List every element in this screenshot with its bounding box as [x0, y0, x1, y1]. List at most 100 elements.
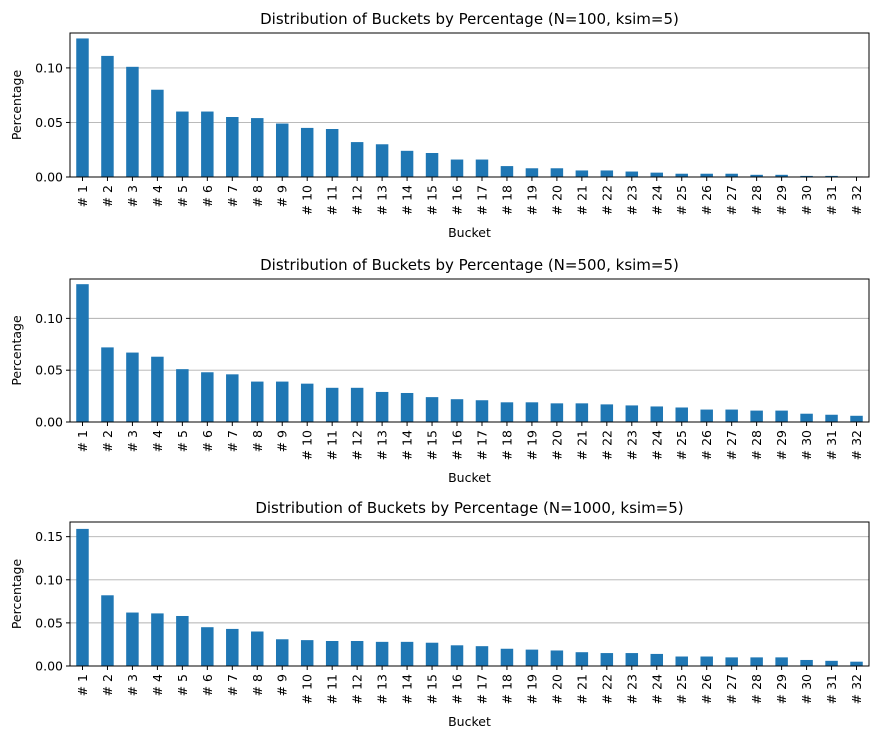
x-tick-label: # 4 [150, 185, 165, 207]
bar-27 [725, 409, 738, 422]
x-tick-label: # 18 [499, 430, 514, 460]
x-tick-label: # 7 [225, 430, 240, 452]
bar-15 [425, 153, 439, 177]
plot-frame [69, 32, 870, 178]
x-tick-label: # 11 [325, 185, 340, 215]
bar-20 [550, 168, 564, 177]
bar-5 [176, 369, 189, 422]
bar-32 [850, 661, 863, 666]
x-tick-label: # 24 [649, 430, 664, 460]
x-tick-label: # 21 [574, 430, 589, 460]
bar-14 [400, 641, 414, 666]
x-tick-label: # 5 [175, 430, 190, 452]
bar-29 [775, 657, 788, 666]
bar-11 [325, 387, 339, 422]
x-tick-label: # 5 [175, 674, 190, 696]
x-tick-label: # 22 [599, 430, 614, 460]
x-tick-label: # 31 [824, 674, 839, 704]
x-tick-label: # 27 [724, 185, 739, 215]
x-axis-label: Bucket [448, 225, 491, 240]
bar-18 [500, 166, 514, 177]
x-tick-label: # 10 [300, 674, 315, 704]
bar-4 [151, 613, 164, 666]
y-axis-label: Percentage [9, 70, 24, 141]
bar-25 [675, 656, 688, 666]
bar-10 [300, 640, 314, 666]
x-tick-label: # 2 [100, 185, 115, 207]
x-tick-label: # 14 [400, 185, 415, 215]
bar-2 [101, 595, 114, 666]
x-tick-label: # 19 [524, 430, 539, 460]
x-tick-label: # 22 [599, 674, 614, 704]
bar-21 [575, 170, 589, 177]
bar-29 [775, 174, 788, 177]
x-tick-label: # 7 [225, 185, 240, 207]
x-tick-label: # 6 [200, 430, 215, 452]
bar-31 [825, 414, 838, 422]
bar-1 [76, 528, 89, 666]
x-tick-label: # 23 [624, 185, 639, 215]
bar-10 [300, 383, 314, 422]
x-tick-label: # 14 [400, 674, 415, 704]
x-tick-label: # 1 [75, 185, 90, 207]
bar-30 [800, 175, 813, 177]
x-tick-label: # 17 [474, 430, 489, 460]
bar-26 [700, 656, 713, 666]
x-tick-label: # 28 [749, 674, 764, 704]
y-tick-label: 0.05 [35, 615, 63, 630]
bar-2 [101, 55, 114, 178]
x-tick-label: # 17 [474, 185, 489, 215]
x-tick-label: # 9 [275, 185, 290, 207]
x-tick-label: # 11 [325, 430, 340, 460]
x-tick-label: # 31 [824, 430, 839, 460]
bar-24 [650, 653, 664, 666]
bar-3 [126, 66, 139, 177]
bar-23 [625, 171, 639, 177]
x-tick-label: # 25 [674, 430, 689, 460]
bar-20 [550, 403, 564, 422]
bar-21 [575, 652, 589, 666]
x-tick-label: # 30 [799, 674, 814, 704]
y-tick-label: 0.00 [35, 170, 63, 185]
bar-31 [825, 175, 838, 177]
bar-27 [725, 173, 738, 177]
x-tick-label: # 8 [250, 430, 265, 452]
x-tick-label: # 18 [499, 185, 514, 215]
x-tick-label: # 5 [175, 185, 190, 207]
bar-23 [625, 405, 639, 422]
bar-9 [275, 381, 289, 422]
bar-22 [600, 653, 614, 666]
x-tick-label: # 6 [200, 674, 215, 696]
bar-3 [126, 352, 139, 422]
x-tick-label: # 20 [549, 185, 564, 215]
x-axis-label: Bucket [448, 470, 491, 485]
bar-23 [625, 653, 639, 666]
bar-16 [450, 399, 464, 422]
bar-28 [750, 657, 763, 666]
x-tick-label: # 21 [574, 185, 589, 215]
bar-25 [675, 173, 688, 177]
x-tick-label: # 8 [250, 674, 265, 696]
x-tick-label: # 9 [275, 674, 290, 696]
bar-8 [251, 381, 264, 422]
bar-7 [226, 374, 239, 422]
bar-7 [226, 117, 239, 177]
x-tick-label: # 26 [699, 430, 714, 460]
chart-title: Distribution of Buckets by Percentage (N… [255, 499, 683, 517]
y-tick-label: 0.00 [35, 659, 63, 674]
x-tick-label: # 23 [624, 674, 639, 704]
bar-11 [325, 640, 339, 666]
y-tick-label: 0.10 [35, 572, 63, 587]
chart-panel-3: 0.00 0.05 0.10 0.15 # 1 # 2 # 3 # 4 # 5 # 6 # 7 # 8… [9, 499, 870, 729]
x-axis-label: Bucket [448, 714, 491, 729]
bar-30 [800, 413, 813, 422]
bar-5 [176, 111, 189, 177]
bar-26 [700, 173, 713, 177]
bar-12 [350, 387, 364, 422]
bar-25 [675, 407, 688, 422]
x-tick-label: # 26 [699, 674, 714, 704]
x-tick-label: # 24 [649, 185, 664, 215]
x-tick-label: # 13 [375, 185, 390, 215]
x-tick-label: # 27 [724, 430, 739, 460]
x-tick-label: # 2 [100, 430, 115, 452]
